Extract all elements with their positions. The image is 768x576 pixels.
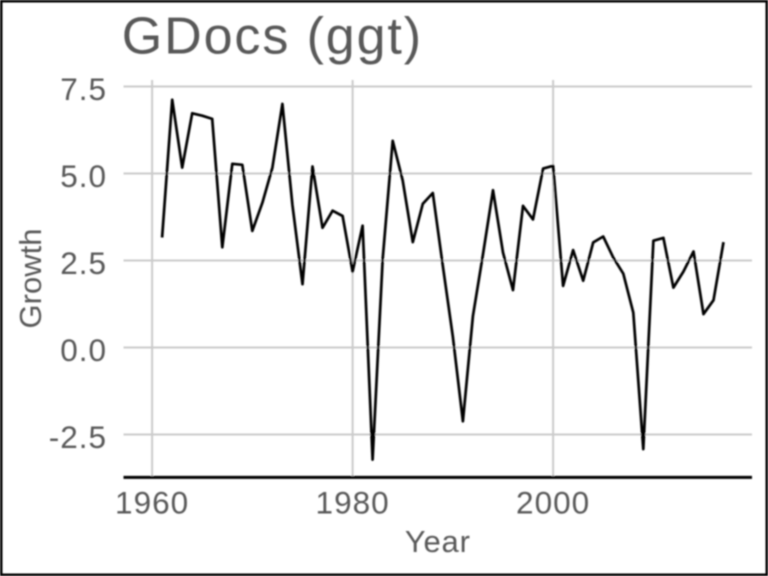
svg-text:5.0: 5.0 <box>60 158 107 194</box>
svg-text:2000: 2000 <box>516 484 590 520</box>
svg-text:0.0: 0.0 <box>60 332 107 368</box>
svg-text:1960: 1960 <box>115 484 189 520</box>
svg-text:Year: Year <box>405 524 471 559</box>
svg-text:7.5: 7.5 <box>60 71 107 107</box>
svg-text:-2.5: -2.5 <box>49 419 107 455</box>
svg-text:2.5: 2.5 <box>60 245 107 281</box>
svg-text:Growth: Growth <box>13 229 48 329</box>
svg-text:GDocs (ggt): GDocs (ggt) <box>122 8 423 66</box>
svg-text:1980: 1980 <box>316 484 390 520</box>
